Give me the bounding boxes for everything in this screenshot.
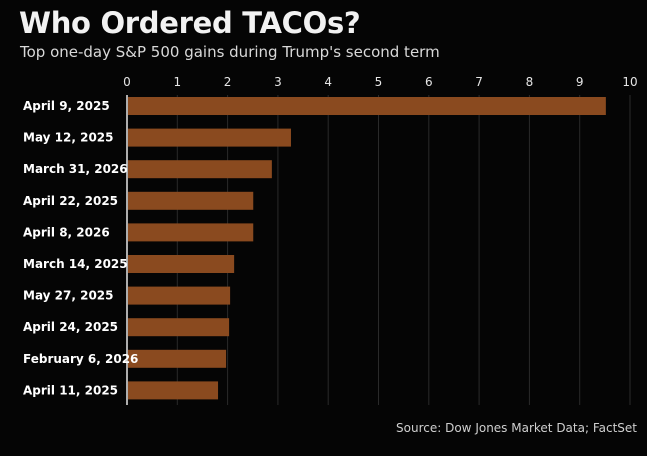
- x-tick-label: 5: [375, 75, 383, 89]
- chart-subtitle: Top one-day S&P 500 gains during Trump's…: [20, 43, 440, 61]
- x-tick-label: 9: [576, 75, 584, 89]
- category-label: April 11, 2025: [23, 383, 118, 397]
- bar: [128, 128, 291, 147]
- bar: [128, 97, 606, 115]
- category-label: April 24, 2025: [23, 320, 118, 334]
- bar: [128, 160, 272, 179]
- category-label: May 12, 2025: [23, 131, 114, 145]
- category-label: April 8, 2026: [23, 225, 110, 239]
- source-note: Source: Dow Jones Market Data; FactSet: [396, 421, 637, 435]
- x-tick-label: 1: [173, 75, 181, 89]
- bar: [128, 255, 235, 273]
- x-tick-label: 7: [475, 75, 483, 89]
- category-label: April 22, 2025: [23, 194, 118, 208]
- category-label: March 14, 2025: [23, 257, 128, 271]
- x-tick-label: 0: [123, 75, 131, 89]
- category-label: April 9, 2025: [23, 99, 110, 113]
- category-label: March 31, 2026: [23, 162, 128, 176]
- bar: [128, 191, 254, 210]
- bar: [128, 223, 254, 242]
- chart-title: Who Ordered TACOs?: [19, 6, 361, 40]
- x-tick-label: 4: [324, 75, 332, 89]
- bar: [128, 318, 230, 337]
- x-tick-label: 8: [526, 75, 534, 89]
- x-tick-label: 2: [224, 75, 232, 89]
- category-label: February 6, 2026: [23, 352, 138, 366]
- x-tick-label: 3: [274, 75, 282, 89]
- bar: [128, 381, 219, 400]
- bar: [128, 349, 227, 368]
- x-tick-label: 6: [425, 75, 433, 89]
- x-tick-label: 10: [622, 75, 637, 89]
- category-label: May 27, 2025: [23, 289, 114, 303]
- bar: [128, 286, 231, 305]
